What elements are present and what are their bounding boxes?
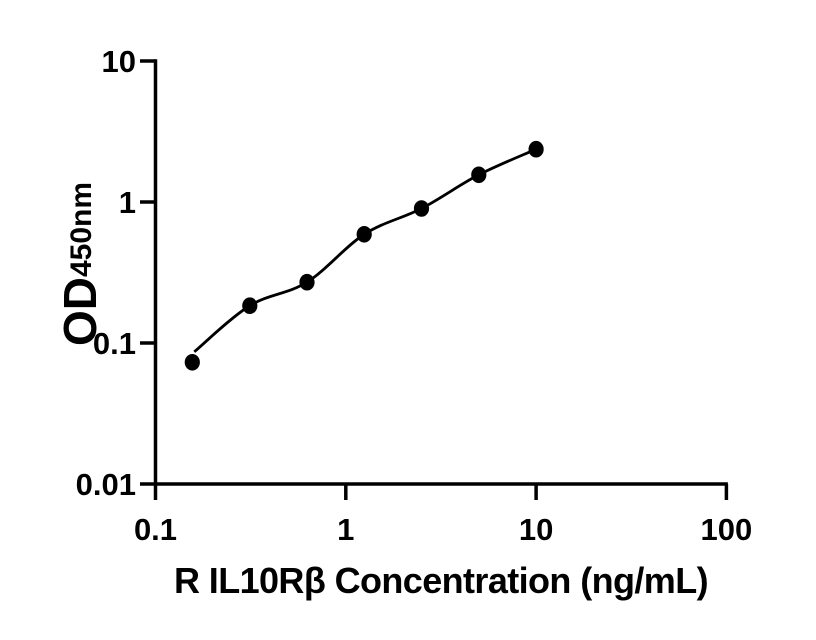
x-tick-label: 1	[337, 512, 354, 547]
data-point-marker	[528, 140, 544, 158]
data-point-marker	[299, 273, 315, 291]
y-tick-label: 1	[119, 185, 136, 220]
x-tick-label: 100	[701, 512, 753, 547]
x-tick-label: 0.1	[134, 512, 177, 547]
data-point-marker	[242, 297, 258, 315]
y-tick-label: 0.01	[76, 467, 136, 502]
y-axis-title-main: OD	[54, 277, 106, 346]
data-point-marker	[184, 354, 200, 371]
data-point-marker	[356, 226, 372, 243]
y-axis-title-subscript: 450nm	[65, 182, 98, 277]
axes-layer	[140, 59, 729, 500]
data-points-layer	[184, 140, 544, 371]
y-tick-label: 0.1	[93, 326, 136, 361]
x-axis-title: R IL10Rβ Concentration (ng/mL)	[174, 560, 708, 601]
y-axis-title: OD450nm	[54, 182, 106, 346]
y-tick-label: 10	[102, 44, 136, 79]
tick-labels-layer: 0.1 1 10 100 10 1 0.1 0.01	[76, 44, 753, 547]
data-point-marker	[413, 200, 430, 217]
axis-spine	[153, 59, 728, 486]
data-point-marker	[471, 166, 487, 184]
x-tick-label: 10	[519, 512, 553, 547]
